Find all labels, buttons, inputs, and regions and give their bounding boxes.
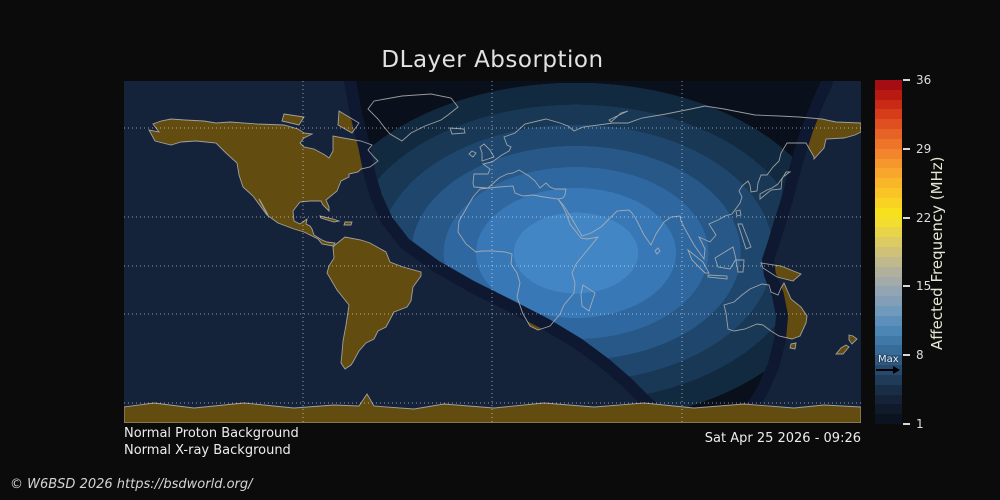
- colorbar-cell: [875, 315, 902, 326]
- copyright-notice: © W6BSD 2026 https://bsdworld.org/: [10, 477, 253, 492]
- colorbar-cell: [875, 217, 902, 228]
- colorbar-tick-label: 22: [916, 210, 932, 225]
- colorbar-cell: [875, 266, 902, 277]
- colorbar-cell: [875, 227, 902, 238]
- colorbar-tick-mark: [903, 79, 910, 81]
- colorbar-cell: [875, 325, 902, 336]
- colorbar-tick-mark: [903, 423, 910, 425]
- colorbar-cell: [875, 119, 902, 130]
- colorbar-cell: [875, 168, 902, 179]
- colorbar-cell: [875, 306, 902, 316]
- colorbar-tick-label: 15: [916, 279, 932, 294]
- colorbar-cell: [875, 335, 902, 346]
- colorbar-cell: [875, 404, 902, 415]
- colorbar-cell: [875, 237, 902, 248]
- colorbar-tick-label: 29: [916, 141, 932, 156]
- colorbar-tick-label: 36: [916, 73, 932, 87]
- colorbar-tick-mark: [903, 354, 910, 357]
- colorbar-cell: [875, 80, 902, 90]
- colorbar-cell: [875, 197, 902, 208]
- max-frequency-marker: Max: [875, 354, 902, 374]
- colorbar-cell: [875, 129, 902, 139]
- colorbar-cell: [875, 109, 902, 120]
- colorbar-cell: [875, 345, 902, 356]
- colorbar-cell: [875, 256, 902, 267]
- colorbar-tick-mark: [903, 147, 910, 150]
- colorbar-cell: [875, 138, 902, 149]
- xray-background-status: Normal X-ray Background: [124, 443, 291, 458]
- proton-background-status: Normal Proton Background: [124, 426, 299, 441]
- colorbar-cell: [875, 276, 902, 287]
- colorbar-tick-mark: [903, 216, 910, 219]
- map-canvas: [124, 81, 861, 423]
- colorbar-cell: [875, 374, 902, 385]
- colorbar-cell: [875, 158, 902, 169]
- colorbar-cell: [875, 148, 902, 159]
- colorbar-cell: [875, 178, 902, 189]
- colorbar-tick-label: 1: [916, 417, 924, 431]
- colorbar-axis-label: Affected Frequency (MHz): [928, 156, 946, 350]
- max-marker-label: Max: [878, 354, 899, 365]
- background-conditions: Normal Proton Background Normal X-ray Ba…: [124, 425, 299, 459]
- colorbar-cell: [875, 296, 902, 307]
- colorbar-cell: [875, 384, 902, 395]
- map-timestamp: Sat Apr 25 2026 - 09:26: [704, 431, 861, 446]
- colorbar-cell: [875, 207, 902, 218]
- colorbar-tick-mark: [903, 285, 910, 288]
- colorbar-cell: [875, 188, 902, 198]
- colorbar-ticks: 36 29 22 15 8 1: [903, 73, 943, 431]
- colorbar-cell: [875, 99, 902, 110]
- colorbar-cell: [875, 89, 902, 100]
- page-title: DLayer Absorption: [381, 47, 604, 73]
- colorbar-tick-label: 8: [916, 348, 924, 363]
- colorbar-cell: [875, 247, 902, 257]
- colorbar-cell: [875, 394, 902, 405]
- lat-lon-gridlines: [124, 81, 861, 423]
- max-arrow-icon: [875, 366, 902, 374]
- colorbar-cell: [875, 286, 902, 297]
- colorbar-cell: [875, 414, 902, 424]
- world-absorption-map: [124, 81, 861, 423]
- colorbar-cell: [875, 355, 902, 366]
